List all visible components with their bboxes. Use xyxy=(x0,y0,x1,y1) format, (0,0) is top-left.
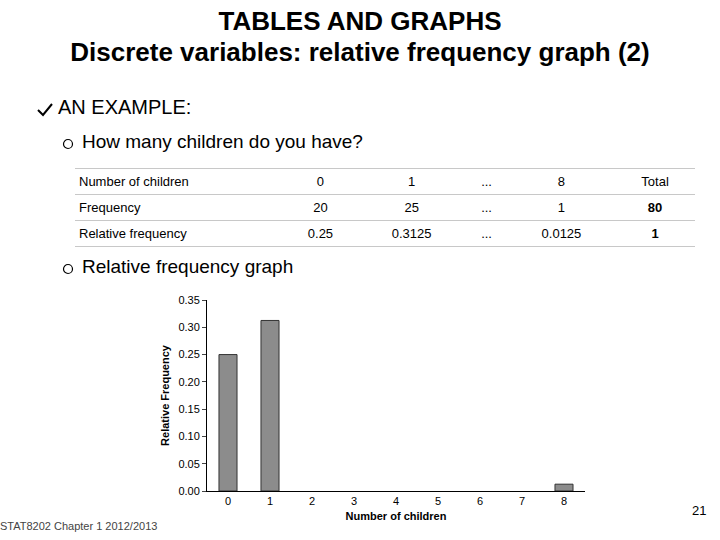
html-text:8: 8 xyxy=(557,174,566,189)
html-text:1: 1 xyxy=(557,200,566,215)
html-text:Number of children: Number of children xyxy=(79,174,189,189)
svg-text:0.10: 0.10 xyxy=(178,430,199,442)
html-text:Total: Total xyxy=(641,174,669,189)
html-text:1: 1 xyxy=(408,174,416,189)
html-text:0: 0 xyxy=(316,174,325,189)
html-text:0.3125: 0.3125 xyxy=(391,226,432,241)
svg-text:0.25: 0.25 xyxy=(178,348,199,360)
svg-text:5: 5 xyxy=(435,495,441,507)
html-text:TABLES AND GRAPHS: TABLES AND GRAPHS xyxy=(218,6,502,36)
html-text:1: 1 xyxy=(651,226,659,241)
svg-text:8: 8 xyxy=(561,495,567,507)
svg-text:0.00: 0.00 xyxy=(178,485,199,497)
svg-text:Number of children: Number of children xyxy=(346,510,447,522)
svg-text:0.35: 0.35 xyxy=(178,294,199,306)
html-text:AN EXAMPLE:: AN EXAMPLE: xyxy=(58,96,192,118)
html-text:21: 21 xyxy=(692,503,707,518)
svg-text:3: 3 xyxy=(351,495,357,507)
html-text:Relative frequency: Relative frequency xyxy=(79,226,187,241)
svg-text:0.15: 0.15 xyxy=(178,403,199,415)
svg-text:1: 1 xyxy=(267,495,273,507)
html-text:20: 20 xyxy=(313,200,328,215)
html-text:Frequency: Frequency xyxy=(79,200,141,215)
svg-text:0.20: 0.20 xyxy=(178,376,199,388)
svg-text:0.05: 0.05 xyxy=(178,458,199,470)
svg-text:4: 4 xyxy=(393,495,399,507)
svg-text:6: 6 xyxy=(477,495,483,507)
svg-text:0: 0 xyxy=(225,495,231,507)
svg-text:7: 7 xyxy=(519,495,525,507)
html-text:STAT8202 Chapter 1 2012/2013: STAT8202 Chapter 1 2012/2013 xyxy=(0,520,158,532)
html-text:80: 80 xyxy=(647,200,663,215)
html-text:How many children do you have?: How many children do you have? xyxy=(82,131,363,152)
html-text:0.25: 0.25 xyxy=(307,226,334,241)
html-text:Relative frequency graph: Relative frequency graph xyxy=(82,256,294,277)
svg-text:0.30: 0.30 xyxy=(178,321,199,333)
svg-text:Relative Frequency: Relative Frequency xyxy=(159,344,171,446)
svg-text:2: 2 xyxy=(309,495,315,507)
html-text:Discrete variables: relative f: Discrete variables: relative frequency g… xyxy=(70,37,650,67)
html-text:0.0125: 0.0125 xyxy=(541,226,582,241)
html-text:25: 25 xyxy=(404,200,419,215)
